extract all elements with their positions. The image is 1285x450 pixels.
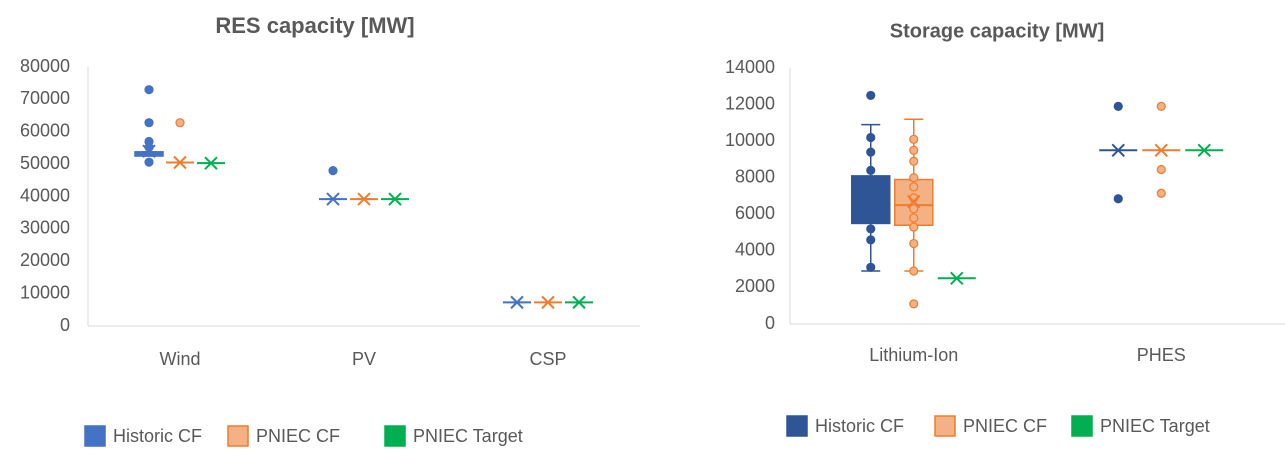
- chart-title: Storage capacity [MW]: [890, 20, 1104, 42]
- data-point: [866, 90, 876, 101]
- data-point: [909, 156, 919, 166]
- x-tick-label: Wind: [159, 349, 200, 369]
- y-tick-label: 8000: [735, 166, 775, 186]
- legend-swatch: [84, 425, 106, 447]
- mean-marker: [1197, 143, 1211, 157]
- y-tick-label: 12000: [725, 93, 775, 113]
- y-tick-label: 60000: [20, 121, 70, 141]
- data-point: [1113, 194, 1123, 204]
- mean-marker: [1154, 143, 1168, 157]
- y-tick-label: 10000: [20, 282, 70, 302]
- mean-marker: [204, 156, 218, 170]
- data-point: [866, 224, 876, 234]
- data-point: [144, 85, 154, 95]
- legend-swatch: [227, 425, 249, 447]
- x-tick-label: PHES: [1137, 345, 1186, 365]
- legend-swatch: [934, 415, 956, 437]
- data-point: [909, 222, 919, 232]
- mean-marker: [388, 192, 402, 206]
- y-tick-label: 4000: [735, 240, 775, 260]
- y-tick-label: 20000: [20, 250, 70, 270]
- data-point: [866, 165, 876, 175]
- mean-marker: [357, 192, 371, 206]
- data-point: [866, 211, 876, 221]
- x-tick-label: PV: [352, 349, 376, 369]
- legend-label: PNIEC CF: [256, 426, 340, 446]
- data-point: [866, 147, 876, 157]
- data-point: [175, 118, 185, 128]
- y-tick-label: 0: [765, 313, 775, 333]
- mean-marker: [907, 194, 921, 209]
- y-tick-label: 40000: [20, 185, 70, 205]
- mean-marker: [864, 194, 878, 209]
- legend-swatch: [384, 425, 406, 447]
- data-point: [909, 299, 919, 309]
- mean-marker: [173, 155, 187, 170]
- mean-marker: [572, 295, 586, 310]
- y-tick-label: 6000: [735, 203, 775, 223]
- mean-marker: [326, 192, 340, 206]
- data-point: [1156, 101, 1166, 112]
- x-tick-label: CSP: [529, 349, 566, 369]
- data-point: [909, 238, 919, 249]
- legend-label: PNIEC Target: [1100, 416, 1210, 436]
- data-point: [909, 173, 919, 183]
- data-point: [866, 132, 876, 143]
- mean-marker: [541, 295, 555, 310]
- data-point: [144, 157, 154, 167]
- data-point: [909, 182, 919, 192]
- y-tick-label: 30000: [20, 218, 70, 238]
- data-point: [866, 262, 876, 272]
- mean-marker: [950, 271, 964, 285]
- data-point: [328, 166, 338, 176]
- y-tick-label: 70000: [20, 88, 70, 108]
- mean-marker: [510, 295, 524, 310]
- data-point: [1156, 164, 1166, 175]
- mean-marker: [1111, 143, 1125, 157]
- data-point: [1156, 188, 1166, 198]
- y-tick-label: 2000: [735, 276, 775, 296]
- y-tick-label: 80000: [20, 56, 70, 76]
- legend-swatch: [786, 415, 808, 437]
- box: [851, 175, 891, 225]
- legend-swatch: [1071, 415, 1093, 437]
- data-point: [909, 266, 919, 276]
- data-point: [909, 213, 919, 223]
- data-point: [1113, 101, 1123, 112]
- y-tick-label: 10000: [725, 130, 775, 150]
- data-point: [866, 235, 876, 245]
- chart-title: RES capacity [MW]: [215, 13, 414, 38]
- mean-marker: [142, 144, 156, 158]
- y-tick-label: 50000: [20, 153, 70, 173]
- legend-label: Historic CF: [113, 426, 202, 446]
- data-point: [909, 134, 919, 144]
- y-tick-label: 0: [60, 315, 70, 335]
- legend-label: PNIEC Target: [413, 426, 523, 446]
- data-point: [909, 145, 919, 155]
- legend-label: PNIEC CF: [963, 416, 1047, 436]
- legend-label: Historic CF: [815, 416, 904, 436]
- x-tick-label: Lithium-Ion: [869, 345, 958, 365]
- data-point: [144, 118, 154, 128]
- data-point: [909, 204, 919, 214]
- y-tick-label: 14000: [725, 57, 775, 77]
